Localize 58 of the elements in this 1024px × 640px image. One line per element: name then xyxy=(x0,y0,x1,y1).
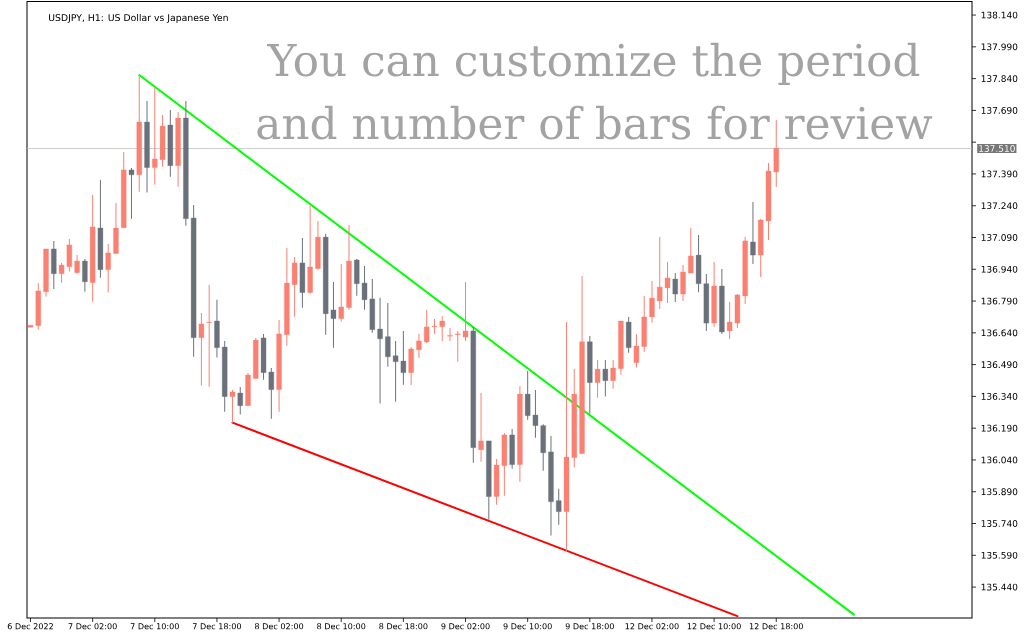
candlestick xyxy=(594,359,601,399)
candlestick xyxy=(649,280,655,324)
y-tick-label: 138.140 xyxy=(981,11,1018,19)
candlestick xyxy=(237,386,243,416)
y-tick-label: 136.340 xyxy=(981,392,1018,400)
x-tick-label: 8 Dec 02:00 xyxy=(254,623,304,630)
y-tick-label: 137.990 xyxy=(981,43,1018,51)
candlestick xyxy=(478,392,484,463)
x-tick-label: 12 Dec 18:00 xyxy=(749,623,803,630)
x-tick-label: 12 Dec 10:00 xyxy=(687,623,741,630)
candlestick xyxy=(229,389,236,424)
candlestick xyxy=(338,263,344,323)
y-tick-label: 136.940 xyxy=(981,265,1018,273)
x-tick-label: 7 Dec 10:00 xyxy=(130,623,179,630)
candlestick xyxy=(198,312,205,387)
y-tick-label: 135.890 xyxy=(981,488,1018,496)
candlestick xyxy=(416,333,422,359)
candlestick xyxy=(74,254,80,275)
candlestick xyxy=(408,346,414,386)
candlestick xyxy=(602,359,608,398)
y-tick-label: 135.590 xyxy=(981,551,1018,559)
y-tick-label: 136.040 xyxy=(981,456,1018,464)
candlestick xyxy=(105,243,111,294)
x-tick-label: 8 Dec 10:00 xyxy=(317,623,366,630)
candlestick xyxy=(750,201,756,265)
x-tick-label: 8 Dec 18:00 xyxy=(379,623,428,630)
annotation: and number of bars for review xyxy=(257,105,933,140)
y-tick-label: 136.190 xyxy=(981,424,1018,432)
y-tick-label: 137.240 xyxy=(981,202,1018,210)
y-tick-label: 136.490 xyxy=(981,361,1018,369)
candlestick xyxy=(680,264,686,302)
y-tick-label: 135.740 xyxy=(981,520,1018,527)
candlestick xyxy=(82,258,88,293)
candlestick xyxy=(688,227,694,274)
annotation: You can customize the period xyxy=(267,42,920,86)
candlestick xyxy=(206,284,212,388)
ref-line-label: 137.510 xyxy=(979,145,1015,152)
y-tick-label: 137.090 xyxy=(981,234,1018,241)
candlestick xyxy=(377,297,383,405)
candlestick xyxy=(128,167,135,220)
x-tick-label: 9 Dec 18:00 xyxy=(565,623,614,630)
candlestick xyxy=(556,488,562,526)
x-tick-label: 9 Dec 10:00 xyxy=(503,623,552,630)
y-tick-label: 136.640 xyxy=(981,329,1018,337)
y-tick-label: 137.390 xyxy=(981,170,1018,178)
y-tick-label: 136.790 xyxy=(981,297,1018,305)
x-tick-label: 9 Dec 02:00 xyxy=(441,623,490,630)
x-tick-label: 6 Dec 2022 xyxy=(7,623,53,630)
candlestick xyxy=(610,359,616,390)
x-tick-label: 7 Dec 02:00 xyxy=(68,623,117,630)
candlestick xyxy=(672,272,678,303)
y-tick-label: 137.690 xyxy=(981,106,1018,114)
text: USDJPY, H1: US Dollar vs Japanese Yen xyxy=(49,13,228,23)
candlestick xyxy=(447,327,453,342)
x-tick-label: 12 Dec 02:00 xyxy=(625,623,679,630)
x-tick-label: 7 Dec 18:00 xyxy=(192,623,242,630)
y-tick-label: 137.840 xyxy=(981,75,1018,83)
y-tick-label: 135.440 xyxy=(981,583,1018,591)
